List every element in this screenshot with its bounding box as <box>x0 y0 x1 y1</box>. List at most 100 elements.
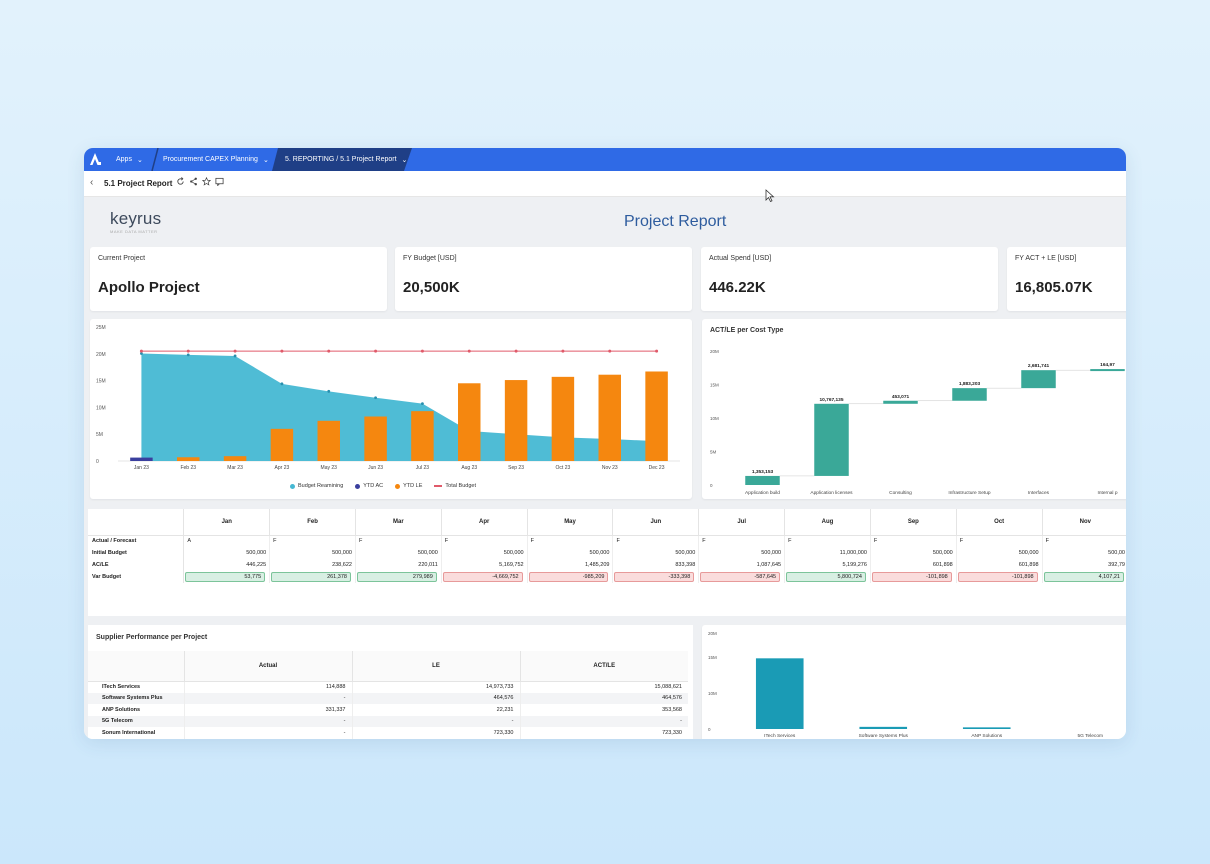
data-label: 164,97 <box>1100 362 1115 368</box>
column-header-month[interactable]: Feb <box>269 509 356 536</box>
column-header-month[interactable]: Jan <box>183 509 270 536</box>
y-tick-label: 15M <box>708 655 717 660</box>
legend-item[interactable]: YTD AC <box>355 483 383 489</box>
table-cell: 500,00 <box>1041 547 1126 559</box>
table-row: AC/LE 446,225 238,622 220,011 5,169,752 1,485… <box>88 559 1126 571</box>
table-corner <box>88 509 184 536</box>
bar-ytd-le <box>504 380 528 461</box>
kpi-value: 20,500K <box>403 279 460 296</box>
comment-icon[interactable] <box>215 177 224 186</box>
column-header-month[interactable]: Jun <box>612 509 699 536</box>
table-cell: 500,000 <box>440 547 528 559</box>
row-label: Actual / Forecast <box>88 535 185 547</box>
brand-logo: keyrus <box>110 209 162 228</box>
variance-pill: 4,107,21 <box>1043 572 1124 582</box>
y-tick-label: 0 <box>708 727 711 732</box>
column-header-month[interactable]: Mar <box>354 509 442 536</box>
nav-crumb-report[interactable]: 5. REPORTING / 5.1 Project Report ⌄ <box>285 148 407 171</box>
back-icon[interactable]: ‹ <box>90 177 94 188</box>
data-label: 1,353,153 <box>752 469 774 475</box>
point-budget-remaining <box>140 352 143 355</box>
kpi-value: Apollo Project <box>98 279 200 296</box>
refresh-icon[interactable] <box>176 177 185 186</box>
legend-item[interactable]: YTD LE <box>395 483 422 489</box>
point-total-budget <box>327 349 331 353</box>
kpi-label: Current Project <box>98 255 146 262</box>
nav-crumb-apps[interactable]: Apps ⌄ <box>116 148 143 171</box>
cost-type-chart-card: ACT/LE per Cost Type 0 5M 10M 15M 20M 1,353,1… <box>702 319 1126 499</box>
column-header-act-le[interactable]: ACT/LE <box>519 651 688 682</box>
column-header-month[interactable]: Jul <box>698 509 785 536</box>
chart-title: ACT/LE per Cost Type <box>710 327 784 334</box>
table-cell: 500,000 <box>698 547 785 559</box>
kpi-card-fy-budget: FY Budget [USD] 20,500K <box>395 247 692 311</box>
column-header-month[interactable]: Aug <box>784 509 871 536</box>
x-tick-label: Oct 23 <box>556 465 571 471</box>
y-tick-label: 20M <box>710 349 719 354</box>
table-row[interactable]: Software Systems Plus -464,576 464,576 <box>88 692 688 704</box>
x-tick-label: Interfaces <box>1028 490 1050 496</box>
table-cell: - <box>183 692 352 704</box>
page-header: ‹ 5.1 Project Report <box>84 171 1126 197</box>
legend-item[interactable]: Total Budget <box>434 483 476 489</box>
supplier-bar <box>859 726 908 729</box>
nav-crumb-procurement[interactable]: Procurement CAPEX Planning ⌄ <box>163 148 269 171</box>
point-budget-remaining <box>421 402 424 406</box>
table-row[interactable]: Sonum International -723,330 723,330 <box>88 727 688 739</box>
star-icon[interactable] <box>202 177 211 186</box>
nav-crumb-report-label: 5. REPORTING / 5.1 Project Report <box>285 156 397 163</box>
var-budget-cell: 279,989 <box>354 571 442 583</box>
column-header-month[interactable]: Nov <box>1041 509 1126 536</box>
data-label: 2,681,741 <box>1028 363 1050 369</box>
app-logo-icon[interactable] <box>88 151 102 167</box>
table-cell: F <box>1041 535 1126 547</box>
table-cell: 14,973,733 <box>351 681 520 693</box>
table-cell: F <box>612 535 699 547</box>
supplier-name: ITech Services <box>102 684 141 690</box>
column-header-actual[interactable]: Actual <box>183 651 352 682</box>
point-budget-remaining <box>374 396 377 400</box>
column-header-month[interactable]: May <box>526 509 613 536</box>
kpi-card-fy-act-le: FY ACT + LE [USD] 16,805.07K <box>1007 247 1126 311</box>
table-cell: F <box>354 535 442 547</box>
variance-pill: 279,989 <box>356 572 437 582</box>
point-total-budget <box>467 349 471 353</box>
table-cell: 220,011 <box>354 559 442 571</box>
point-total-budget <box>420 349 424 353</box>
column-header-le[interactable]: LE <box>351 651 520 682</box>
legend-item[interactable]: Budget Reamining <box>290 483 343 489</box>
point-total-budget <box>655 349 659 353</box>
table-cell: 500,000 <box>612 547 699 559</box>
legend-swatch <box>395 483 401 489</box>
column-header-month[interactable]: Apr <box>440 509 528 536</box>
y-tick-label: 10M <box>710 416 719 421</box>
variance-pill: 53,775 <box>185 572 266 582</box>
table-cell: 392,79 <box>1041 559 1126 571</box>
x-tick-label: 5G Telecom <box>1077 733 1103 739</box>
x-tick-label: Internal p <box>1097 490 1117 496</box>
share-icon[interactable] <box>189 177 198 186</box>
table-row: Initial Budget 500,000 500,000 500,000 500,0… <box>88 547 1126 559</box>
table-row[interactable]: 5G Telecom - - - <box>88 715 688 727</box>
bar-ytd-le <box>177 457 200 461</box>
var-budget-cell: -4,669,752 <box>440 571 528 583</box>
table-row[interactable]: ITech Services 114,888 14,973,733 15,088,62… <box>88 681 688 693</box>
table-row[interactable]: ANP Solutions 331,337 22,231 353,568 <box>88 704 688 716</box>
y-tick-label: 25M <box>96 325 106 331</box>
data-label: 453,071 <box>892 394 910 400</box>
x-tick-label: Nov 23 <box>602 465 618 471</box>
waterfall-bar <box>952 388 987 401</box>
mouse-cursor-icon <box>765 189 775 202</box>
y-tick-label: 20M <box>96 352 106 358</box>
x-tick-label: Sep 23 <box>508 465 524 471</box>
x-tick-label: ANP Solutions <box>971 733 1002 739</box>
y-tick-label: 15M <box>96 379 106 385</box>
column-header-month[interactable]: Oct <box>955 509 1043 536</box>
table-cell: F <box>955 535 1043 547</box>
table-cell: - <box>183 727 352 739</box>
point-total-budget <box>233 349 237 353</box>
legend-label: YTD AC <box>363 483 384 489</box>
waterfall-bar <box>745 475 780 485</box>
table-cell: F <box>869 535 957 547</box>
column-header-month[interactable]: Sep <box>869 509 957 536</box>
